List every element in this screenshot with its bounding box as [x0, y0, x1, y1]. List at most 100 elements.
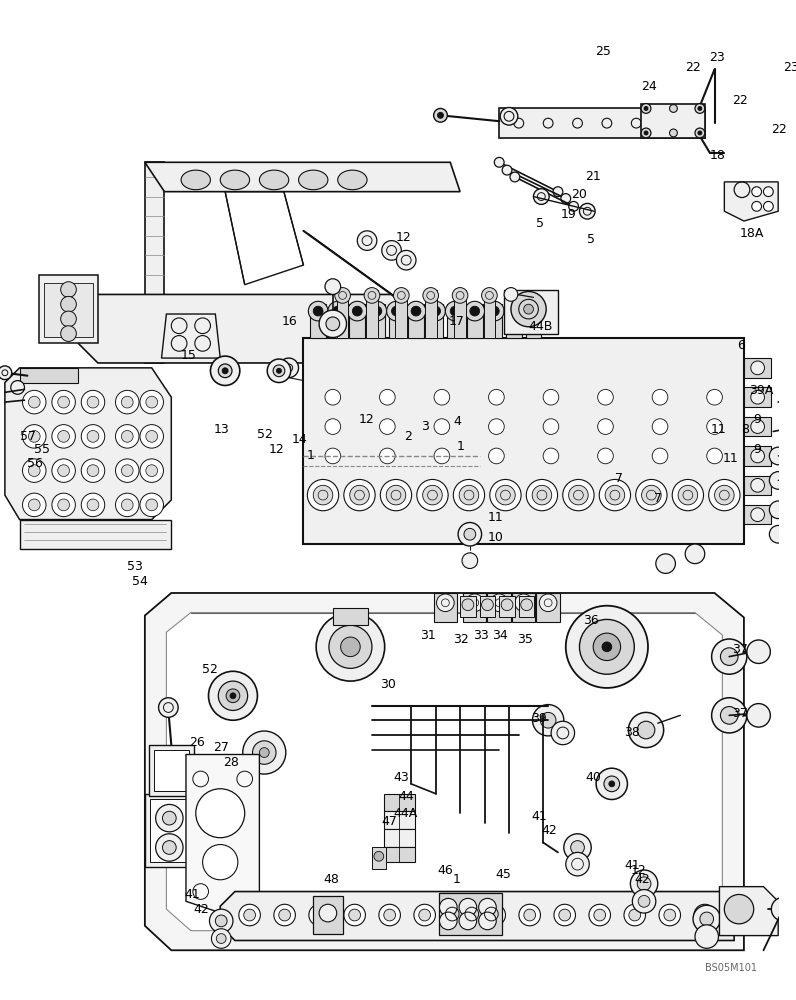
Circle shape: [314, 485, 333, 505]
Circle shape: [217, 934, 226, 943]
Text: 31: 31: [420, 629, 435, 642]
Text: 11: 11: [711, 423, 727, 436]
Circle shape: [87, 396, 99, 408]
Circle shape: [81, 390, 105, 414]
Polygon shape: [5, 368, 171, 520]
Bar: [154, 750, 189, 791]
Circle shape: [434, 389, 450, 405]
Text: 32: 32: [453, 633, 469, 646]
Circle shape: [333, 306, 342, 316]
Polygon shape: [504, 290, 558, 334]
Circle shape: [434, 108, 447, 122]
Circle shape: [669, 129, 677, 137]
Circle shape: [372, 306, 382, 316]
Circle shape: [140, 493, 163, 517]
Bar: [425, 290, 436, 338]
Text: 22: 22: [685, 61, 701, 74]
Text: 52: 52: [201, 663, 217, 676]
Bar: [519, 596, 534, 617]
Bar: [463, 593, 486, 622]
Polygon shape: [145, 162, 165, 363]
Bar: [150, 799, 189, 862]
Circle shape: [81, 493, 105, 517]
Circle shape: [218, 681, 248, 710]
Polygon shape: [186, 754, 259, 911]
Text: 5: 5: [587, 233, 595, 246]
Circle shape: [314, 306, 323, 316]
Circle shape: [571, 841, 584, 854]
Text: 18: 18: [710, 149, 725, 162]
Circle shape: [329, 625, 372, 668]
Text: 30: 30: [380, 678, 396, 691]
Text: 44A: 44A: [393, 807, 418, 820]
Circle shape: [712, 698, 747, 733]
Bar: [149, 745, 193, 796]
Circle shape: [501, 599, 513, 611]
Circle shape: [308, 301, 328, 321]
Circle shape: [632, 890, 656, 913]
Circle shape: [489, 419, 504, 434]
Circle shape: [60, 282, 76, 297]
Circle shape: [693, 905, 720, 933]
Circle shape: [434, 419, 450, 434]
Circle shape: [470, 306, 480, 316]
Circle shape: [29, 465, 40, 477]
Circle shape: [115, 390, 139, 414]
Circle shape: [439, 912, 457, 930]
Circle shape: [146, 465, 158, 477]
Circle shape: [230, 693, 236, 699]
Circle shape: [489, 448, 504, 464]
Circle shape: [529, 306, 538, 316]
Text: 18A: 18A: [740, 227, 764, 240]
Circle shape: [423, 288, 439, 303]
Circle shape: [11, 381, 25, 394]
Bar: [506, 304, 521, 338]
Circle shape: [60, 311, 76, 327]
Circle shape: [319, 310, 346, 338]
Circle shape: [344, 479, 375, 511]
Circle shape: [579, 619, 634, 674]
Circle shape: [58, 465, 69, 477]
Circle shape: [222, 368, 228, 374]
Text: 40: 40: [585, 771, 601, 784]
Circle shape: [449, 904, 470, 926]
Text: 9: 9: [754, 413, 762, 426]
Bar: [525, 304, 541, 338]
Polygon shape: [724, 182, 778, 221]
Circle shape: [380, 419, 395, 434]
Circle shape: [446, 301, 465, 321]
Circle shape: [146, 499, 158, 511]
Circle shape: [747, 704, 771, 727]
Circle shape: [216, 915, 227, 927]
Circle shape: [115, 425, 139, 448]
Ellipse shape: [338, 170, 367, 190]
Circle shape: [196, 789, 244, 838]
Text: 56: 56: [27, 457, 43, 470]
Polygon shape: [499, 108, 704, 138]
Circle shape: [156, 804, 183, 832]
Circle shape: [763, 187, 773, 197]
Circle shape: [87, 499, 99, 511]
Circle shape: [465, 301, 485, 321]
Circle shape: [496, 485, 515, 505]
Bar: [487, 593, 511, 622]
Bar: [369, 304, 384, 338]
Circle shape: [751, 420, 764, 433]
Circle shape: [708, 479, 740, 511]
Circle shape: [386, 485, 406, 505]
Text: 19: 19: [561, 208, 576, 221]
Polygon shape: [162, 314, 220, 358]
Circle shape: [652, 419, 668, 434]
Circle shape: [380, 479, 412, 511]
Ellipse shape: [220, 170, 250, 190]
Bar: [434, 593, 457, 622]
Circle shape: [146, 431, 158, 442]
Circle shape: [252, 741, 276, 764]
Bar: [145, 794, 193, 867]
Circle shape: [482, 288, 498, 303]
Text: 42: 42: [541, 824, 557, 837]
Text: 8: 8: [741, 423, 749, 436]
Circle shape: [594, 909, 606, 921]
Text: 12: 12: [630, 864, 646, 877]
Bar: [384, 794, 415, 811]
